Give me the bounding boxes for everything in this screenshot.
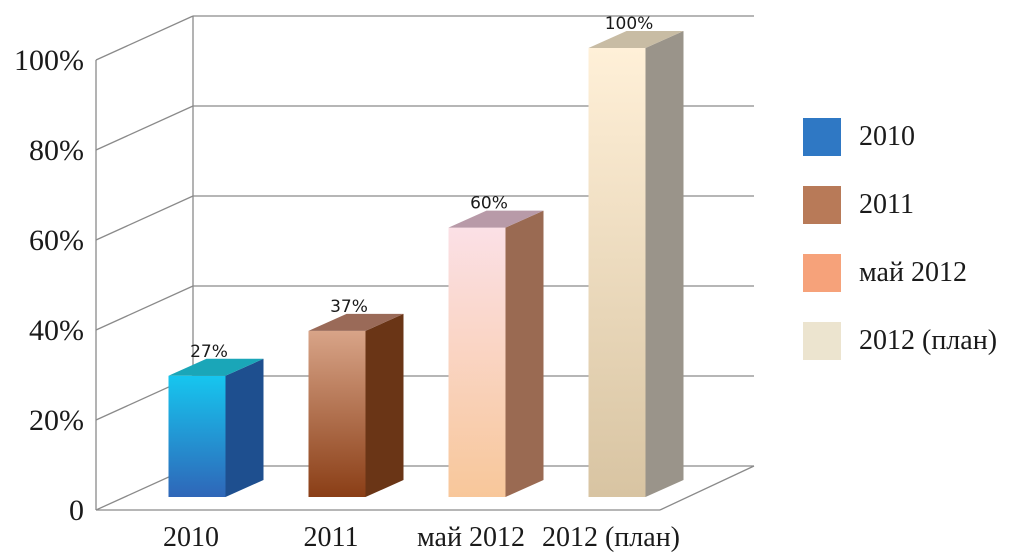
legend-label-may-2012: май 2012 (859, 257, 967, 288)
legend-swatch-2012-plan (803, 322, 841, 360)
bar-front-май-2012 (448, 227, 506, 497)
legend-swatch-may-2012 (803, 254, 841, 292)
bar-top-2010 (168, 358, 264, 376)
bar-2010 (168, 358, 264, 497)
legend-label-2011: 2011 (859, 189, 914, 220)
bar-front-2010 (168, 375, 226, 497)
y-tick-label-0: 0 (69, 494, 84, 527)
legend-item-2010: 2010 (803, 118, 1013, 186)
data-label-май-2012: 60% (470, 194, 508, 214)
y-axis-ticks: 0 20% 40% 60% 80% 100% (14, 44, 84, 527)
data-label-2011: 37% (330, 297, 368, 317)
legend-swatch-2011 (803, 186, 841, 224)
data-label-2012-план: 100% (605, 14, 654, 34)
bar-side-май-2012 (505, 210, 544, 497)
bar-front-2012-план (588, 48, 646, 497)
floor-right-edge (659, 465, 755, 511)
y-tick-label-3: 60% (29, 224, 84, 257)
side-wall-line-4 (95, 105, 194, 151)
x-label-2011: 2011 (304, 522, 359, 553)
x-label-2012-план: 2012 (план) (542, 522, 680, 553)
bar-2011 (308, 313, 404, 497)
y-tick-label-4: 80% (29, 134, 84, 167)
legend-item-2011: 2011 (803, 186, 1013, 254)
data-label-2010: 27% (190, 342, 228, 362)
legend-item-2012-plan: 2012 (план) (803, 322, 1013, 390)
bar-top-2012-план (588, 31, 684, 48)
bar-2012-план (588, 31, 684, 497)
side-wall-line-3 (95, 195, 194, 241)
bar-side-2010 (225, 358, 264, 497)
bar-front-2011 (308, 330, 366, 497)
bar-top-май-2012 (448, 210, 544, 228)
bars: 27% 37% 60% 100% (168, 14, 684, 497)
legend-label-2010: 2010 (859, 121, 915, 152)
side-wall-line-5 (95, 15, 194, 61)
side-wall-line-2 (95, 285, 194, 331)
legend-swatch-2010 (803, 118, 841, 156)
bar-side-2012-план (645, 31, 684, 497)
legend: 2010 2011 май 2012 2012 (план) (803, 118, 1013, 390)
x-axis-labels: 2010 2011 май 2012 2012 (план) (163, 522, 680, 553)
y-tick-label-2: 40% (29, 314, 84, 347)
bar-май-2012 (448, 210, 544, 497)
bar-side-2011 (365, 313, 404, 497)
y-tick-label-1: 20% (29, 404, 84, 437)
x-label-2010: 2010 (163, 522, 219, 553)
bar-top-2011 (308, 313, 404, 331)
legend-label-2012-plan: 2012 (план) (859, 325, 998, 356)
x-label-май-2012: май 2012 (417, 522, 525, 553)
y-tick-label-5: 100% (14, 44, 84, 77)
legend-item-may-2012: май 2012 (803, 254, 1013, 322)
